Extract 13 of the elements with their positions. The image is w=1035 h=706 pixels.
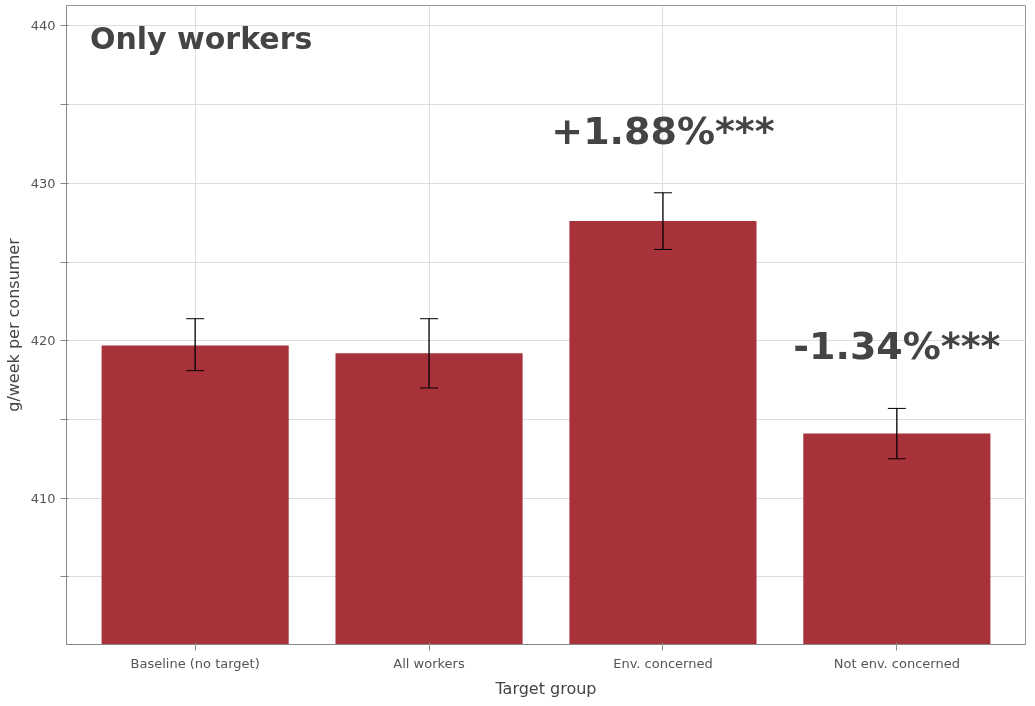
annotation: -1.34%*** <box>793 324 1001 369</box>
text: Only workers <box>89 20 313 56</box>
x-tick-label: Baseline (no target) <box>130 655 260 671</box>
x-axis-title: Target group <box>494 678 597 698</box>
y-tick-label: 440 <box>30 18 56 34</box>
y-axis-title: g/week per consumer <box>3 237 23 412</box>
y-tick-label: 430 <box>30 175 56 191</box>
y-tick-label: 410 <box>30 490 56 506</box>
y-tick-label: 420 <box>30 333 56 349</box>
x-tick-label: All workers <box>393 655 465 671</box>
annotation: +1.88%*** <box>551 108 775 153</box>
x-tick-label: Not env. concerned <box>833 655 960 671</box>
x-tick-label: Env. concerned <box>613 655 713 671</box>
